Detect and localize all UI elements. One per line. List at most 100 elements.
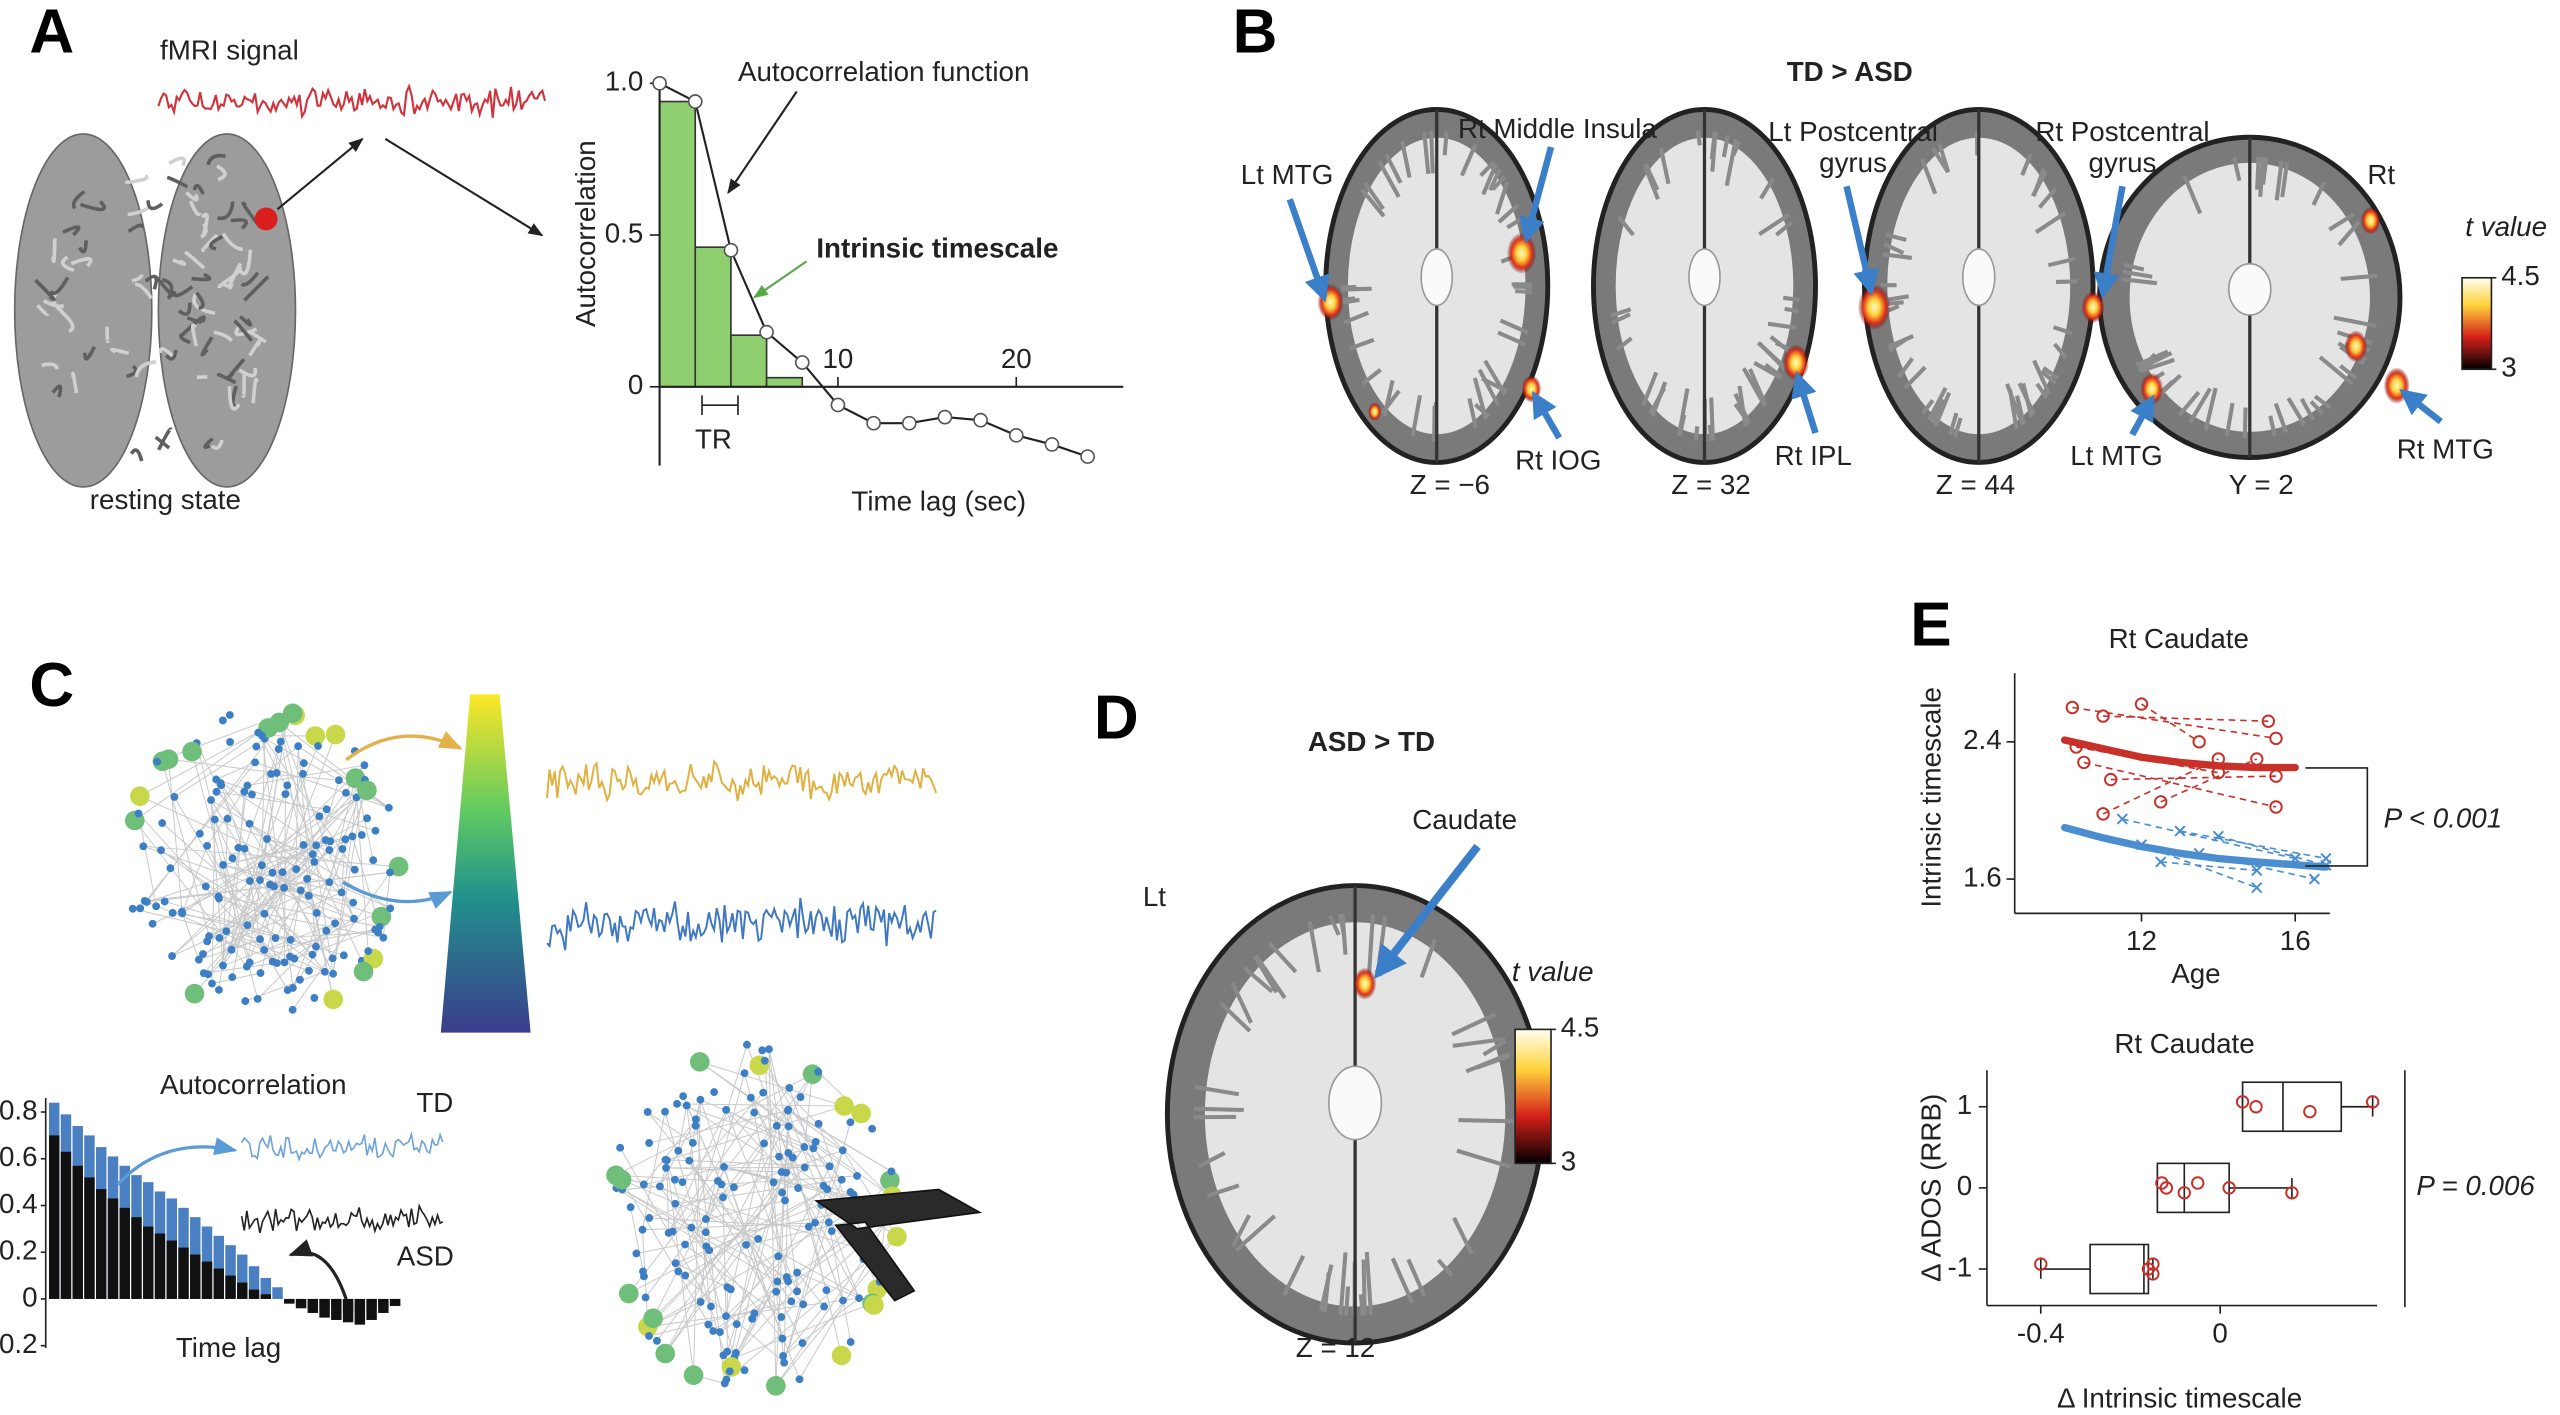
brain-gyrus [240, 271, 260, 287]
subject-point [2261, 714, 2276, 728]
sulcus [1322, 1272, 1331, 1313]
sulcus [2255, 156, 2261, 190]
ventricle [1328, 1065, 1383, 1141]
network-node [655, 1343, 676, 1364]
brain-gyrus [184, 250, 206, 270]
network-edge [283, 887, 317, 914]
sulcus [1499, 318, 1529, 335]
arrow [1373, 843, 1481, 979]
network-node [364, 947, 373, 956]
sulcus [1921, 399, 1935, 415]
bar [60, 1151, 72, 1299]
sulcus [1497, 330, 1526, 347]
sulcus [2339, 364, 2358, 380]
sulcus [1693, 426, 1700, 441]
y-axis-label: Δ ADOS (RRB) [1915, 1094, 1946, 1282]
box [2089, 1243, 2150, 1295]
network-edge [643, 1118, 697, 1185]
sulcus [2021, 382, 2034, 418]
tr-label: TR [695, 423, 732, 454]
bar [119, 1207, 130, 1299]
network-node [152, 902, 161, 911]
network-node [280, 958, 289, 967]
network-node [656, 1182, 664, 1191]
sulcus [2182, 175, 2203, 215]
network-edge [261, 738, 266, 866]
network-edge [744, 1073, 752, 1098]
sulcus [2333, 315, 2377, 329]
network-edge [750, 1097, 860, 1299]
network-node [713, 1177, 722, 1185]
sulcus [2258, 157, 2266, 197]
network-edge [260, 887, 285, 974]
network-node [726, 1285, 735, 1294]
sulcus [2340, 273, 2378, 281]
region-label: Rt [2367, 159, 2395, 190]
network-edge [211, 819, 216, 984]
subject-point [2154, 795, 2168, 809]
p-value: P = 0.006 [2416, 1170, 2535, 1201]
network-node [226, 738, 234, 746]
brain-gyrus [182, 315, 206, 336]
sulcus [2007, 389, 2019, 430]
activation-blob [2081, 291, 2105, 324]
network-edge [725, 1109, 830, 1167]
slice-label: Z = −6 [1410, 469, 1490, 500]
sulcus [1348, 337, 1375, 351]
bar [248, 1289, 260, 1299]
network-node [178, 909, 187, 918]
network-node [804, 1222, 813, 1231]
network-node [350, 865, 359, 874]
network-node [616, 1143, 625, 1152]
network-node [357, 831, 366, 839]
sulcus [1933, 391, 1952, 427]
network-edge [782, 1306, 825, 1357]
network-node [268, 868, 277, 877]
network-node [245, 958, 254, 967]
network-edge [211, 972, 261, 985]
sulcus [2135, 349, 2169, 368]
brain-slice [1164, 883, 1546, 1346]
activation-blob [2344, 330, 2368, 363]
network-node [638, 1225, 647, 1234]
x-marker [2212, 830, 2224, 842]
network-node [793, 1268, 802, 1277]
network-node [310, 994, 319, 1002]
sulcus [2232, 157, 2242, 182]
network-edge [332, 797, 358, 974]
network-node [139, 842, 148, 851]
network-edge [787, 1109, 892, 1172]
x-marker [2251, 882, 2263, 894]
brain-gyrus [59, 309, 75, 333]
network-edge [615, 1073, 813, 1176]
network-edge [808, 1226, 827, 1291]
sulcus [1641, 371, 1659, 406]
sulcus [1677, 414, 1687, 437]
sulcus [1234, 1214, 1277, 1252]
brain-gyrus [110, 347, 130, 356]
subject-point [2116, 813, 2128, 825]
sulcus [1767, 321, 1797, 330]
network-node [799, 1300, 808, 1309]
network-edge [294, 929, 376, 960]
network-node [673, 1099, 681, 1108]
network-edge [222, 922, 336, 967]
brain-gyrus [125, 173, 149, 185]
line-point [1044, 437, 1060, 452]
sulcus [1442, 131, 1449, 156]
bar [131, 1217, 142, 1299]
network-node [846, 1338, 855, 1346]
brain-gyrus [216, 372, 237, 385]
network-edge [828, 1222, 852, 1343]
x-marker [2174, 825, 2186, 837]
network-node [210, 815, 219, 824]
network-node [240, 844, 249, 853]
x-marker [2251, 864, 2263, 877]
network-node [720, 1162, 728, 1171]
bar [694, 246, 732, 388]
network-node [225, 711, 234, 719]
network-node [322, 926, 331, 935]
network-node [811, 1218, 819, 1227]
network-node [691, 1115, 700, 1124]
network-edge [295, 746, 299, 870]
